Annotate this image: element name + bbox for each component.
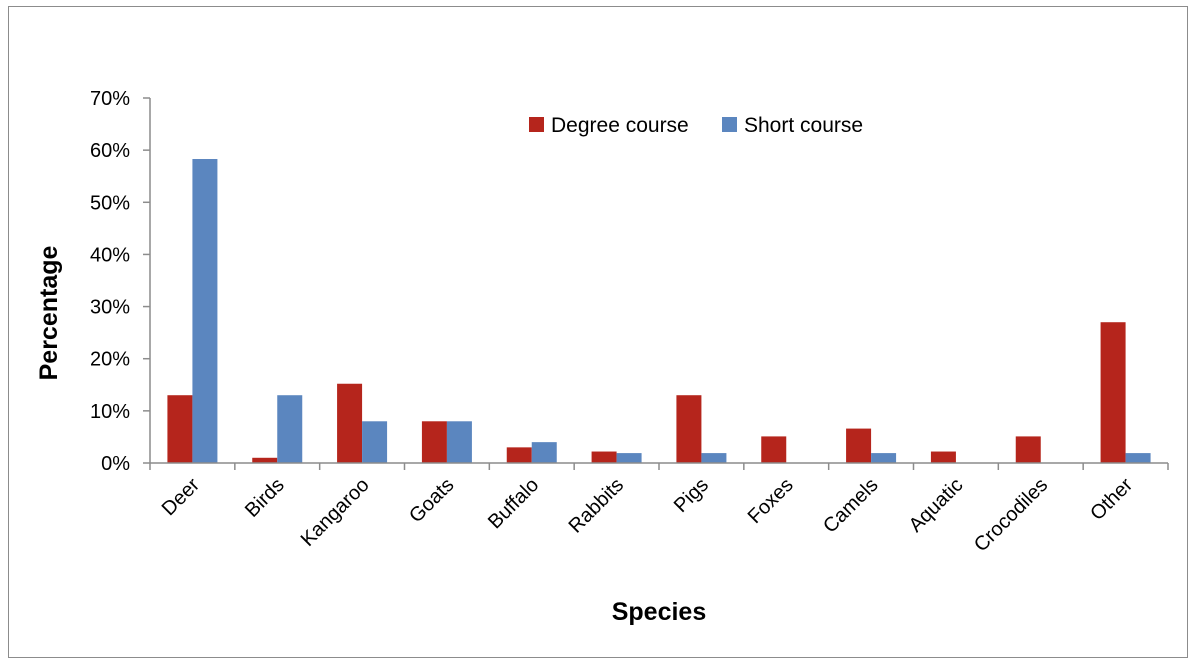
legend-swatch [722,117,737,132]
x-tick-label: Other [1086,474,1137,525]
bar-degree-course [761,436,787,463]
y-tick-label: 30% [90,297,130,319]
y-tick-label: 50% [90,192,130,214]
bar-degree-course [506,447,532,463]
x-axis-tick-labels: Deer Birds Kangaroo Goats Buffalo Rabbits Pigs… [158,474,1138,557]
y-axis-ticks: 0% 10% 20% 30% 40% 50% 60% 70% [90,88,150,475]
bar-short-course [277,395,303,463]
bar-degree-course [1015,436,1041,463]
bar-degree-course [591,451,617,463]
bar-short-course [192,159,218,463]
bar-short-course [446,421,472,463]
bar-degree-course [1100,322,1126,463]
x-axis-title: Species [612,598,707,626]
x-axis-ticks [149,463,1169,470]
y-tick-label: 0% [101,453,130,475]
x-tick-label: Rabbits [565,474,629,538]
bar-short-course [362,421,388,463]
legend: Degree course Short course [529,114,863,137]
x-tick-label: Aquatic [905,474,968,537]
bar-short-course [871,453,897,463]
bar-degree-course [252,457,278,463]
x-tick-label: Birds [241,474,289,522]
x-tick-label: Goats [405,474,458,527]
bar-degree-course [676,395,702,463]
bars [167,159,1151,463]
legend-label: Short course [744,114,863,137]
x-tick-label: Camels [819,474,882,537]
x-tick-label: Foxes [744,474,798,528]
y-tick-label: 40% [90,244,130,266]
bar-degree-course [421,421,447,463]
x-tick-label: Crocodiles [970,474,1052,556]
bar-degree-course [930,451,956,463]
x-tick-label: Kangaroo [297,474,374,551]
y-tick-label: 20% [90,349,130,371]
bar-short-course [531,442,557,463]
x-tick-label: Deer [158,474,204,520]
legend-swatch [529,117,544,132]
y-axis-title: Percentage [35,246,63,381]
y-tick-label: 70% [90,88,130,110]
x-tick-label: Pigs [670,474,713,517]
bar-short-course [616,453,642,463]
y-tick-label: 60% [90,140,130,162]
bar-degree-course [167,395,193,463]
bar-degree-course [337,383,363,463]
x-tick-label: Buffalo [484,474,543,533]
bar-short-course [701,453,727,463]
bar-degree-course [846,428,872,463]
y-tick-label: 10% [90,401,130,423]
bar-short-course [1125,453,1151,463]
legend-label: Degree course [551,114,689,137]
